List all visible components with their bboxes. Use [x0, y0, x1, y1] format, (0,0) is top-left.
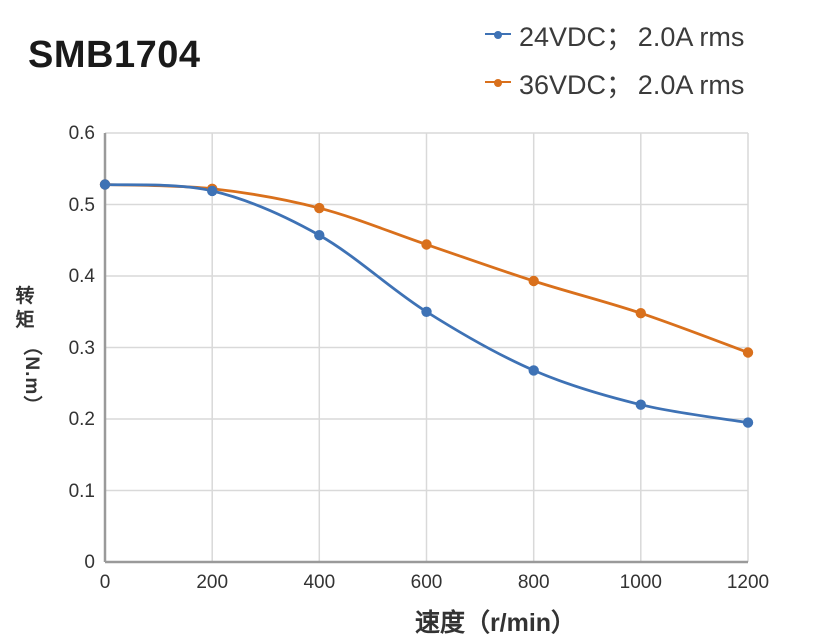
svg-text:0.2: 0.2 [69, 409, 95, 430]
svg-text:800: 800 [518, 572, 550, 593]
svg-text:1000: 1000 [620, 572, 662, 593]
svg-text:0: 0 [100, 572, 111, 593]
svg-text:0.3: 0.3 [69, 338, 95, 359]
svg-text:0.5: 0.5 [69, 195, 95, 216]
svg-text:0.1: 0.1 [69, 481, 95, 502]
svg-text:200: 200 [196, 572, 228, 593]
svg-text:600: 600 [411, 572, 443, 593]
svg-text:400: 400 [303, 572, 335, 593]
svg-text:0: 0 [84, 552, 95, 573]
svg-text:1200: 1200 [727, 572, 769, 593]
svg-text:0.6: 0.6 [69, 123, 95, 144]
svg-text:0.4: 0.4 [69, 266, 96, 287]
